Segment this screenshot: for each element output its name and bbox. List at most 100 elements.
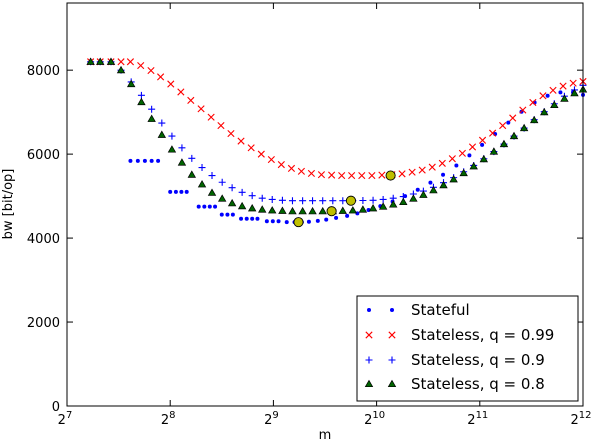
series-4-point-8	[157, 130, 167, 138]
series-4-point-33	[409, 194, 418, 202]
highlight-points	[293, 170, 396, 228]
series-3-point-11	[188, 154, 196, 162]
series-1-point-43	[454, 163, 459, 168]
series-1-point-27	[284, 220, 289, 225]
legend-marker-1b	[390, 308, 394, 312]
series-4-point-21	[288, 206, 297, 215]
series-1-point-23	[255, 216, 260, 221]
x-tick-base: 2	[467, 413, 475, 428]
series-1-point-5	[135, 158, 140, 163]
series-1-point-18	[225, 212, 230, 217]
series-2-point-12	[197, 105, 205, 113]
series-1-point-40	[415, 187, 420, 192]
series-1-point-8	[156, 158, 161, 163]
x-tick-base: 2	[161, 413, 169, 428]
series-2-point-25	[328, 171, 336, 179]
series-3-point-20	[278, 196, 286, 204]
series-1-point-12	[184, 189, 189, 194]
series-1-point-25	[270, 219, 275, 224]
series-4-point-30	[378, 202, 388, 210]
x-tick-label-1: 27	[58, 410, 73, 428]
series-2-point-32	[398, 170, 406, 178]
highlight-point-4	[385, 170, 396, 181]
y-tick-label-4: 6000	[27, 148, 60, 163]
series-1-point-50	[545, 93, 550, 98]
series-4-point-18	[258, 205, 267, 213]
series-2-point-49	[569, 79, 577, 87]
series-4-point-46	[540, 107, 549, 116]
x-tick-exponent: 9	[272, 410, 278, 421]
series-2-point-4	[117, 58, 125, 66]
series-2-point-43	[509, 114, 517, 122]
series-3-point-30	[379, 195, 387, 203]
series-1-point-31	[315, 218, 320, 223]
x-tick-base: 2	[58, 413, 66, 428]
x-axis: 27 28 29 210 211 212	[58, 3, 592, 428]
series-1-point-44	[467, 153, 472, 158]
series-2-point-39	[468, 143, 477, 151]
series-2-point-48	[559, 82, 567, 90]
series-2-point-27	[348, 171, 356, 180]
series-4-point-23	[308, 206, 317, 215]
series-4-point-5	[126, 79, 136, 88]
y-axis-title: bw [bit/op]	[1, 169, 16, 240]
series-4-point-35	[429, 185, 438, 194]
series-4-point-12	[197, 180, 207, 188]
series-4-point-48	[560, 94, 569, 102]
legend-item-4: Stateless, q = 0.8	[364, 375, 545, 393]
series-1-point-30	[306, 219, 311, 224]
x-tick-exponent: 12	[579, 410, 592, 421]
series-3-point-10	[178, 144, 186, 152]
series-2-point-11	[187, 96, 195, 104]
series-2	[87, 58, 587, 180]
series-4-point-45	[529, 115, 539, 124]
series-4-point-38	[459, 168, 468, 177]
series-4-point-2	[96, 57, 105, 65]
highlight-point-2	[326, 206, 337, 217]
series-2-point-17	[247, 144, 255, 152]
series-4-point-40	[479, 154, 489, 163]
series-2-point-28	[358, 171, 366, 180]
series-1-point-47	[506, 120, 511, 125]
y-tick-label-3: 4000	[27, 232, 60, 247]
series-1-point-20	[239, 216, 244, 221]
series-2-point-16	[237, 137, 245, 145]
series-4-point-31	[389, 200, 398, 208]
series-2-point-14	[217, 121, 225, 130]
legend-marker-2a	[365, 331, 373, 339]
series-1-point-7	[149, 158, 154, 163]
y-tick-label-1: 0	[52, 400, 60, 415]
series-1-point-33	[334, 215, 339, 220]
highlight-point-3	[345, 195, 357, 206]
series-1-point-45	[480, 142, 485, 147]
series-2-point-22	[297, 167, 306, 175]
series-3-point-22	[299, 197, 307, 205]
series-4-point-4	[116, 65, 126, 74]
series-3-point-26	[339, 197, 347, 205]
y-tick-label-5: 8000	[27, 64, 60, 79]
series-4-point-20	[278, 206, 287, 214]
series-4-point-49	[570, 88, 579, 97]
series-4-point-17	[247, 203, 257, 212]
series-4-point-37	[449, 175, 458, 183]
series-3-point-13	[208, 172, 216, 180]
series-4-point-24	[318, 206, 327, 215]
x-tick-exponent: 11	[476, 410, 489, 421]
series-4-point-22	[298, 206, 307, 215]
series-2-point-46	[539, 92, 547, 100]
x-axis-title: m	[319, 428, 332, 443]
series-3-point-17	[248, 192, 256, 200]
x-tick-label-4: 210	[364, 410, 385, 428]
series-4	[86, 57, 588, 215]
series-1-point-13	[196, 204, 201, 209]
series-2-point-8	[157, 73, 165, 81]
series-2-point-9	[167, 80, 175, 88]
legend-item-3: Stateless, q = 0.9	[365, 351, 545, 369]
series-1-point-26	[276, 219, 281, 224]
series-2-point-35	[428, 163, 436, 171]
series-4-point-11	[187, 170, 197, 178]
series-4-point-36	[439, 180, 448, 189]
x-tick-label-2: 28	[161, 410, 176, 428]
series-3-point-28	[359, 197, 367, 205]
series-4-point-19	[268, 206, 277, 214]
